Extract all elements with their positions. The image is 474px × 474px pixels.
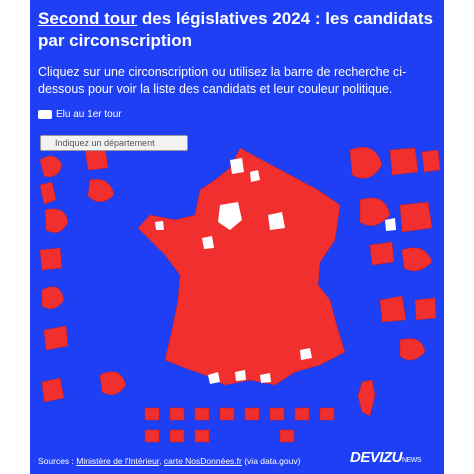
title: Second tour des législatives 2024 : les … — [38, 8, 438, 52]
source-link[interactable]: carte NosDonnées.fr — [163, 456, 242, 466]
island[interactable] — [319, 407, 335, 421]
island[interactable] — [359, 197, 391, 226]
sources: Sources : Ministère de l'Intérieur, cart… — [38, 456, 300, 466]
island[interactable] — [379, 295, 407, 323]
elected-first-round[interactable] — [155, 221, 164, 230]
island[interactable] — [169, 407, 185, 421]
map-widget: Second tour des législatives 2024 : les … — [30, 0, 444, 474]
elected-first-round[interactable] — [268, 212, 285, 230]
search-placeholder: Indiquez un département — [55, 138, 155, 148]
island[interactable] — [244, 407, 260, 421]
island[interactable] — [99, 371, 127, 396]
title-link[interactable]: Second tour — [38, 9, 138, 28]
island[interactable] — [39, 155, 63, 178]
island[interactable] — [41, 286, 65, 310]
sources-separator: , — [159, 456, 164, 466]
island[interactable] — [87, 179, 115, 202]
island[interactable] — [414, 297, 437, 321]
elected-first-round[interactable] — [260, 373, 271, 383]
legend-swatch — [38, 110, 52, 119]
brand-logo[interactable]: DEVIZUNEWS — [350, 449, 422, 466]
elected-first-round[interactable] — [202, 236, 214, 249]
island[interactable] — [349, 146, 383, 179]
brand-name: DEVIZU — [350, 449, 403, 466]
island[interactable] — [144, 429, 160, 443]
search-box[interactable]: Indiquez un département — [40, 135, 188, 151]
legend-label: Elu au 1er tour — [56, 109, 122, 120]
subtitle: Cliquez sur une circonscription ou utili… — [38, 65, 407, 96]
brand-suffix: NEWS — [402, 457, 422, 464]
island[interactable] — [41, 377, 65, 403]
elected-first-round[interactable] — [230, 158, 244, 174]
island[interactable] — [39, 247, 63, 271]
island[interactable] — [269, 407, 285, 421]
island[interactable] — [194, 429, 210, 443]
island[interactable] — [421, 149, 441, 173]
island[interactable] — [399, 338, 426, 361]
island[interactable] — [279, 429, 295, 443]
island[interactable] — [401, 247, 433, 272]
island[interactable] — [84, 147, 109, 171]
legend: Elu au 1er tour — [38, 109, 122, 120]
corsica[interactable] — [357, 379, 376, 417]
map — [39, 146, 441, 443]
elected-first-round[interactable] — [300, 348, 312, 360]
island[interactable] — [39, 181, 57, 205]
elected-first-round[interactable] — [218, 202, 242, 230]
island[interactable] — [389, 147, 419, 176]
france[interactable] — [137, 147, 346, 386]
island[interactable] — [194, 407, 210, 421]
sources-prefix: Sources : — [38, 456, 77, 466]
island[interactable] — [169, 429, 185, 443]
island[interactable] — [144, 407, 160, 421]
title-text: des législatives 2024 : les candidats pa… — [38, 9, 433, 50]
sources-suffix: (via data.gouv) — [241, 456, 301, 466]
island[interactable] — [43, 325, 69, 351]
island[interactable] — [294, 407, 310, 421]
island[interactable] — [369, 241, 395, 266]
elected-first-round[interactable] — [250, 170, 260, 182]
elected-first-round[interactable] — [235, 370, 246, 381]
island[interactable] — [219, 407, 235, 421]
island[interactable] — [399, 201, 433, 233]
source-link[interactable]: Ministère de l'Intérieur — [76, 456, 160, 466]
elected-first-round[interactable] — [385, 218, 396, 231]
island[interactable] — [44, 208, 69, 233]
elected-first-round[interactable] — [208, 372, 220, 384]
